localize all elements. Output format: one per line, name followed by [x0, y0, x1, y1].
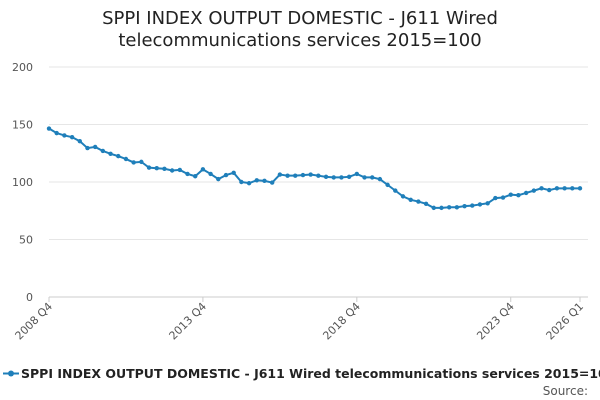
data-point[interactable] — [154, 166, 159, 171]
x-tick-label: 2013 Q4 — [166, 300, 209, 343]
y-tick-label: 50 — [19, 234, 33, 247]
data-point[interactable] — [269, 180, 275, 185]
x-axis: 2008 Q4 2013 Q4 2018 Q4 2023 Q4 2026 Q1 — [13, 297, 587, 343]
data-point[interactable] — [416, 199, 421, 204]
data-point[interactable] — [470, 203, 475, 208]
legend[interactable]: SPPI INDEX OUTPUT DOMESTIC - J611 Wired … — [3, 366, 600, 381]
data-point[interactable] — [246, 180, 252, 186]
data-point[interactable] — [323, 174, 329, 180]
data-point[interactable] — [370, 175, 375, 180]
data-point[interactable] — [277, 172, 283, 177]
series-line — [48, 127, 580, 209]
data-point[interactable] — [570, 186, 575, 191]
data-point[interactable] — [516, 193, 521, 198]
data-point[interactable] — [293, 173, 298, 178]
x-tick-label: 2023 Q4 — [474, 300, 517, 343]
data-point[interactable] — [208, 171, 213, 177]
data-point[interactable] — [54, 130, 59, 136]
chart-title-line-1: SPPI INDEX OUTPUT DOMESTIC - J611 Wired — [102, 8, 498, 29]
data-point[interactable] — [185, 171, 190, 177]
x-tick-label: 2026 Q1 — [544, 300, 587, 343]
data-point[interactable] — [239, 179, 244, 185]
data-point[interactable] — [393, 188, 398, 193]
data-point[interactable] — [300, 172, 306, 178]
data-point[interactable] — [508, 192, 513, 197]
data-point[interactable] — [254, 178, 259, 183]
data-point[interactable] — [108, 151, 113, 157]
data-point[interactable] — [316, 173, 321, 178]
chart-title-line-2: telecommunications services 2015=100 — [118, 30, 481, 51]
grid — [49, 66, 588, 298]
data-point[interactable] — [547, 187, 552, 193]
source-label: Source: — [543, 384, 588, 398]
data-point[interactable] — [62, 133, 67, 138]
data-point[interactable] — [169, 168, 175, 173]
data-point[interactable] — [385, 182, 390, 188]
data-point[interactable] — [85, 145, 90, 151]
data-point[interactable] — [285, 173, 290, 178]
data-point[interactable] — [162, 166, 167, 171]
data-point[interactable] — [493, 195, 498, 201]
data-point[interactable] — [577, 186, 583, 191]
data-point[interactable] — [216, 176, 221, 182]
data-point[interactable] — [354, 171, 360, 177]
y-tick-label: 0 — [26, 291, 33, 304]
data-point[interactable] — [123, 156, 129, 162]
data-point[interactable] — [92, 144, 98, 150]
data-point[interactable] — [77, 138, 82, 144]
data-point[interactable] — [562, 186, 567, 191]
data-point[interactable] — [231, 170, 236, 175]
data-point[interactable] — [146, 165, 152, 170]
data-point[interactable] — [446, 205, 452, 210]
data-point[interactable] — [100, 148, 106, 154]
data-point[interactable] — [408, 197, 413, 203]
data-point[interactable] — [485, 201, 490, 206]
legend-marker-icon — [8, 370, 14, 377]
y-tick-label: 150 — [12, 119, 33, 132]
chart-title: SPPI INDEX OUTPUT DOMESTIC - J611 Wired … — [102, 8, 498, 51]
data-point[interactable] — [69, 134, 75, 140]
data-point[interactable] — [346, 174, 352, 180]
data-point[interactable] — [400, 194, 406, 199]
data-point[interactable] — [477, 202, 483, 207]
data-point[interactable] — [500, 195, 506, 200]
data-point[interactable] — [377, 176, 383, 182]
data-point[interactable] — [177, 167, 183, 173]
data-point[interactable] — [46, 126, 52, 131]
data-point[interactable] — [454, 205, 460, 210]
x-tick-label: 2018 Q4 — [320, 300, 363, 343]
data-point[interactable] — [116, 153, 121, 159]
data-point[interactable] — [439, 205, 444, 211]
data-point[interactable] — [362, 175, 367, 180]
data-point[interactable] — [462, 203, 467, 209]
data-point[interactable] — [139, 159, 144, 165]
data-point[interactable] — [523, 190, 529, 196]
x-tick-label: 2008 Q4 — [13, 300, 56, 343]
data-point[interactable] — [531, 188, 537, 193]
data-point[interactable] — [308, 172, 313, 177]
data-point[interactable] — [262, 178, 267, 184]
data-point[interactable] — [200, 167, 206, 172]
data-point[interactable] — [223, 172, 229, 178]
y-tick-label: 200 — [12, 61, 33, 74]
data-point[interactable] — [331, 175, 336, 180]
data-point[interactable] — [193, 174, 198, 179]
legend-label[interactable]: SPPI INDEX OUTPUT DOMESTIC - J611 Wired … — [21, 366, 600, 381]
series-group — [46, 126, 583, 211]
data-point[interactable] — [339, 175, 344, 180]
y-tick-label: 100 — [12, 176, 33, 189]
data-point[interactable] — [554, 186, 560, 191]
y-axis: 0 50 100 150 200 — [12, 61, 33, 304]
data-point[interactable] — [539, 186, 544, 191]
data-point[interactable] — [431, 205, 436, 211]
data-point[interactable] — [131, 160, 136, 165]
data-point[interactable] — [423, 201, 429, 207]
